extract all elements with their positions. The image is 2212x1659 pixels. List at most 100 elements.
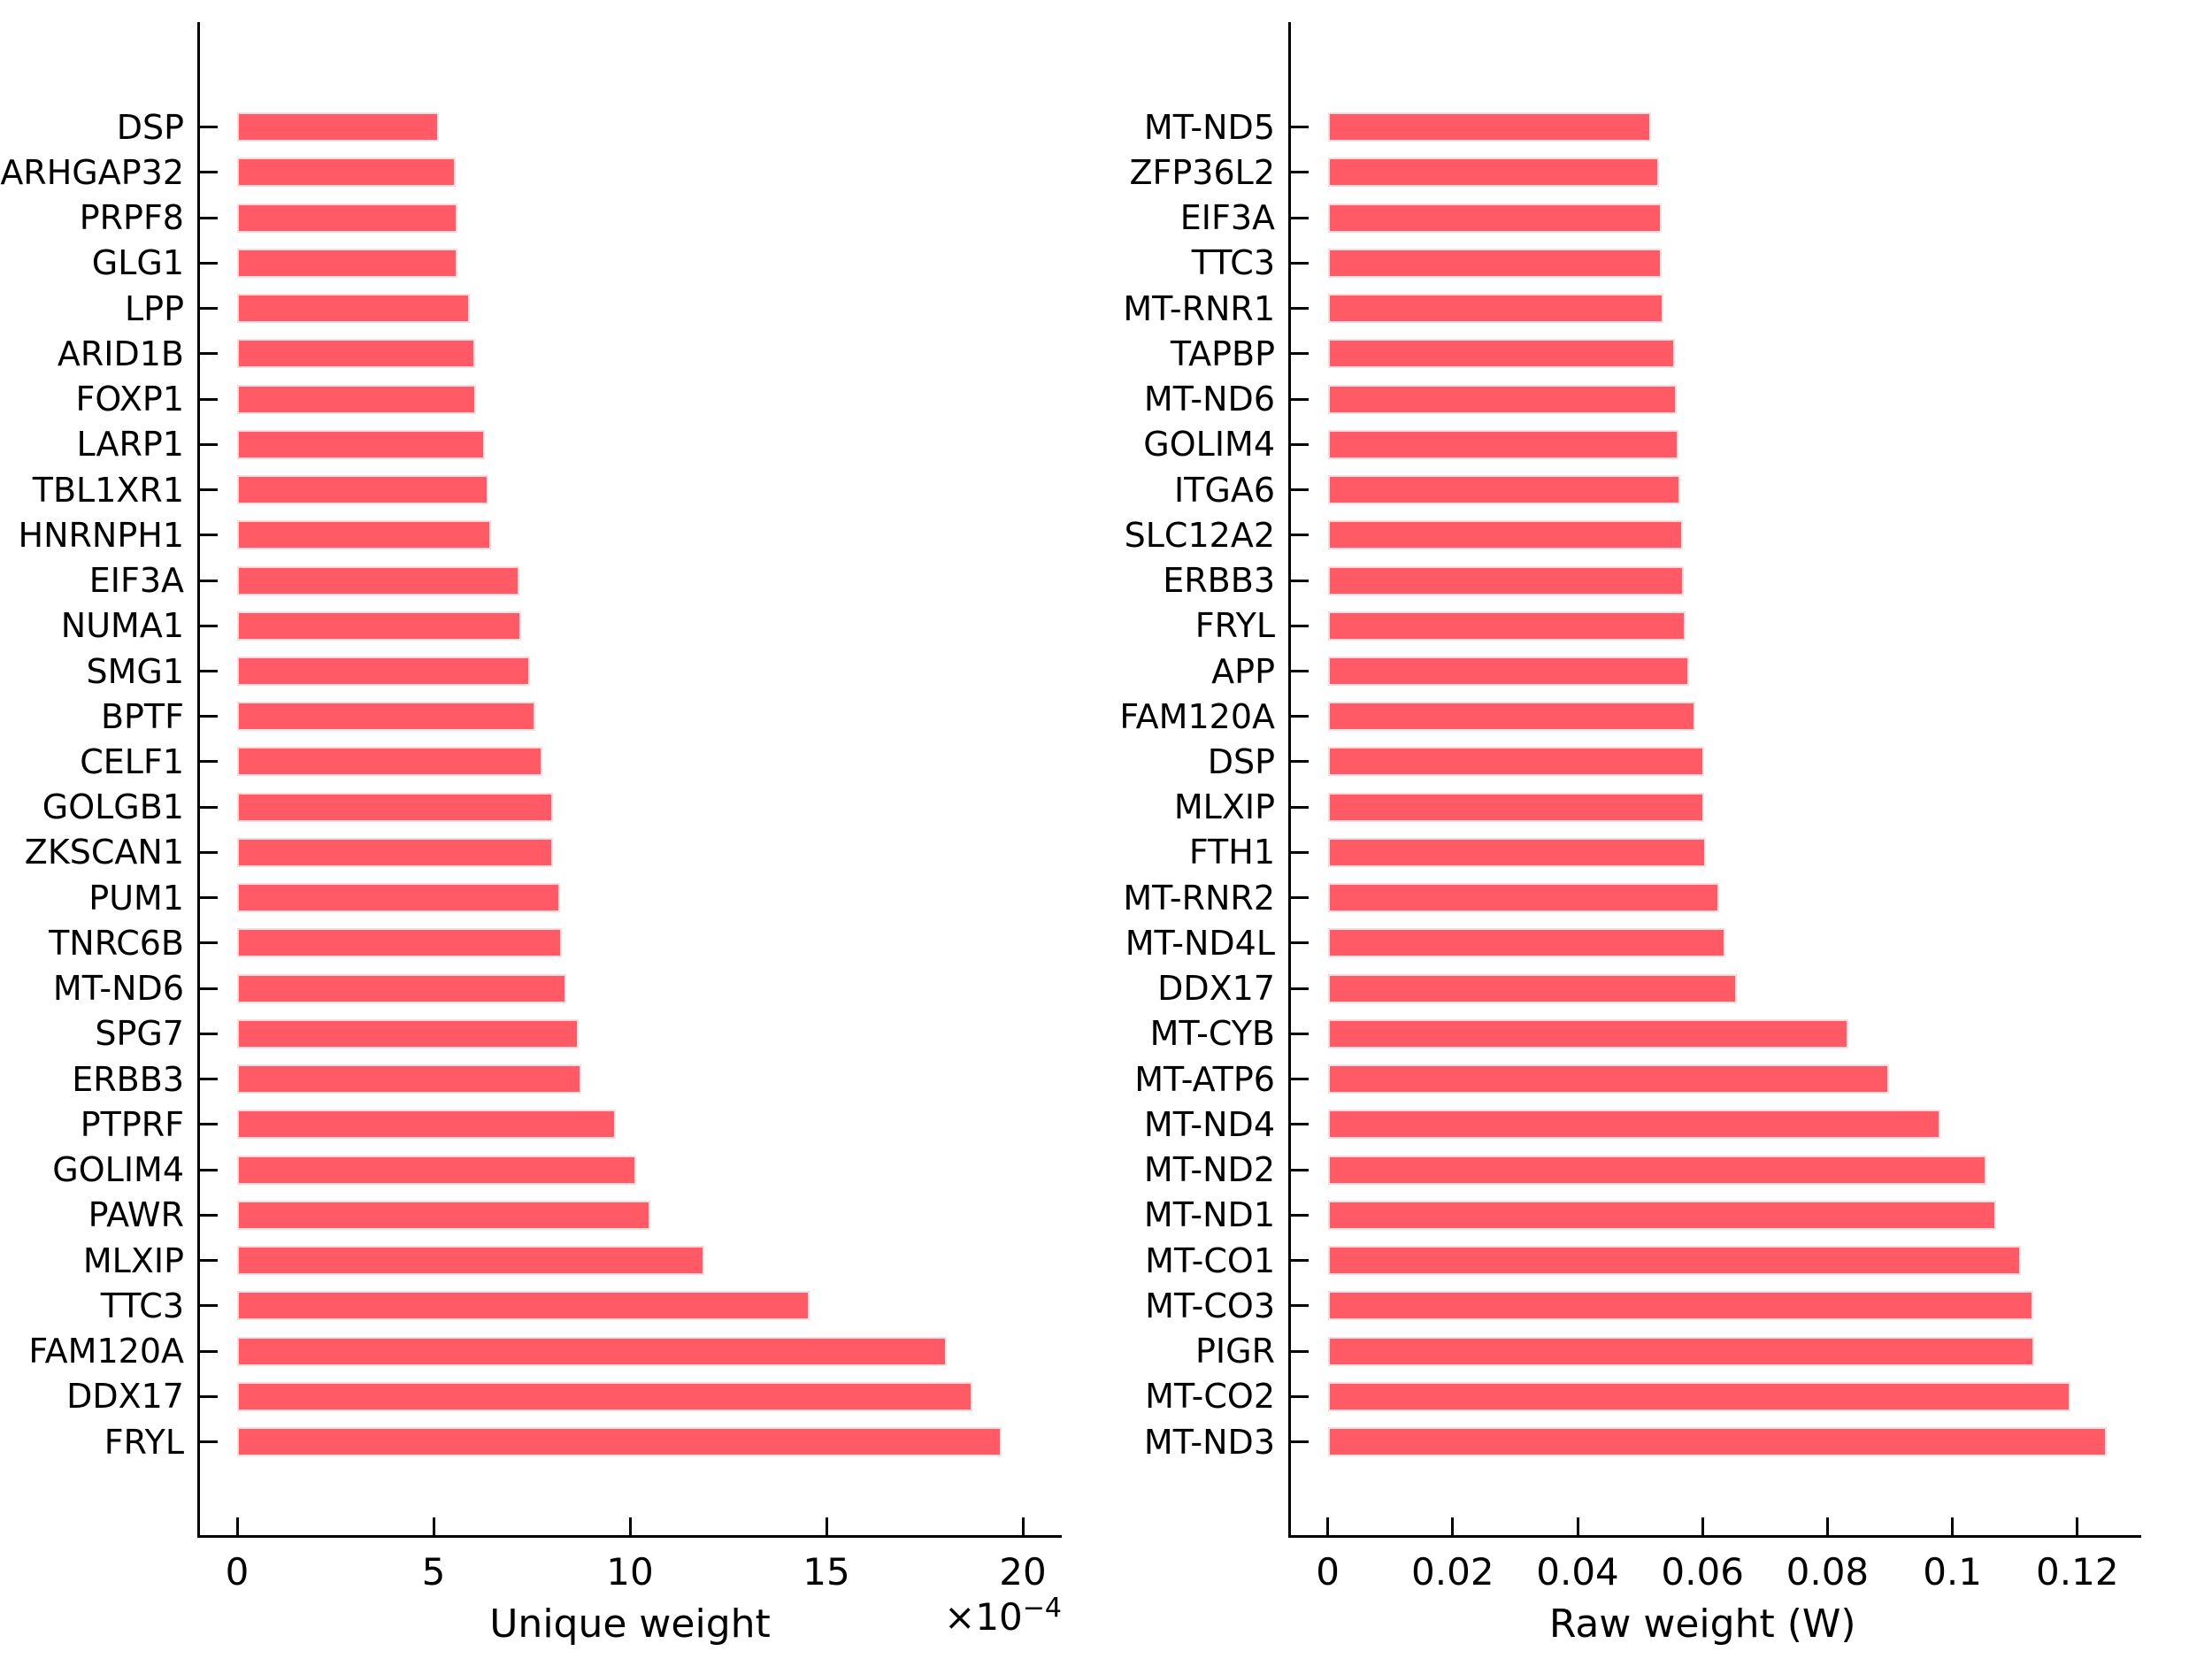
y-axis-label: MT-ND5 [1143,107,1275,147]
x-axis-tick [1451,1517,1455,1535]
bar [1327,792,1705,822]
y-axis-label: TBL1XR1 [32,470,184,510]
bar [1327,1427,2107,1456]
y-axis-tick [200,397,218,401]
bar [237,1427,1002,1456]
bar [1327,475,1681,505]
x-axis-tick-label: 0.04 [1536,1550,1619,1594]
bar [1327,1018,1849,1048]
bar [237,747,543,777]
x-axis-tick-label: 0.06 [1661,1550,1744,1594]
y-axis-label: MT-CO2 [1145,1377,1275,1417]
bar [1327,837,1706,867]
bar [237,294,471,324]
bar [1327,1291,2034,1321]
bar [237,837,554,867]
y-axis-tick [200,1078,218,1081]
bar [237,1064,582,1094]
bar [1327,1336,2035,1366]
bar [1327,339,1676,369]
y-axis-tick [1291,261,1309,265]
bar [237,565,520,595]
y-axis-tick [200,1394,218,1398]
y-axis-tick [1291,850,1309,854]
bar [1327,248,1663,278]
bar [237,928,563,958]
bar [1327,1064,1890,1094]
y-axis-label: FAM120A [1119,696,1275,736]
y-axis-label: FRYL [1194,606,1275,646]
x-axis-tick-label: 0.08 [1786,1550,1870,1594]
y-axis-spine [1288,22,1291,1538]
bar [237,702,535,732]
y-axis-tick [200,126,218,129]
bar [1327,1200,1996,1230]
x-axis-spine [197,1535,1062,1538]
y-axis-label: FRYL [104,1422,184,1462]
bar [1327,702,1695,732]
y-axis-tick [1291,805,1309,809]
y-axis-label: MLXIP [82,1240,184,1280]
y-axis-label: SMG1 [86,651,184,691]
y-axis-tick [1291,488,1309,492]
y-axis-tick [200,896,218,900]
y-axis-label: LPP [124,288,184,328]
y-axis-tick [200,1032,218,1035]
y-axis-label: PTPRF [80,1104,184,1144]
y-axis-tick [1291,1440,1309,1443]
y-axis-tick [1291,1349,1309,1353]
y-axis-label: MT-CO1 [1145,1240,1275,1280]
bar [237,248,458,278]
y-axis-tick [1291,352,1309,356]
bar [237,1291,810,1321]
y-axis-label: ITGA6 [1173,470,1275,510]
y-axis-tick [1291,442,1309,446]
y-axis-tick [200,1123,218,1126]
bar [237,157,456,188]
bar [237,1110,617,1140]
y-axis-label: CELF1 [80,741,184,781]
bar [237,1200,651,1230]
bar [237,1018,580,1048]
y-axis-tick [1291,126,1309,129]
bar [1327,294,1664,324]
y-axis-label: PIGR [1195,1332,1275,1371]
y-axis-spine [197,22,200,1538]
bar [237,657,531,687]
bar [1327,1381,2071,1411]
y-axis-tick [200,850,218,854]
y-axis-tick [1291,715,1309,718]
bar [1327,657,1689,687]
bar [1327,928,1726,958]
y-axis-tick [200,171,218,174]
bar [237,429,486,459]
y-axis-label: DSP [1207,741,1275,781]
y-axis-tick [200,624,218,627]
y-axis-tick [1291,760,1309,764]
y-axis-label: FAM120A [28,1332,184,1371]
x-axis-title: Unique weight [489,1601,771,1647]
y-axis-tick [200,1440,218,1443]
bar [1327,611,1686,641]
y-axis-label: GOLIM4 [1143,425,1275,465]
y-axis-label: TNRC6B [49,923,184,963]
offset-base: ×10 [944,1595,1023,1639]
bar [237,1246,705,1276]
bar [1327,883,1720,913]
x-axis-tick [1701,1517,1704,1535]
y-axis-tick [1291,534,1309,537]
y-axis-tick [1291,307,1309,311]
x-axis-tick-label: 0.12 [2036,1550,2119,1594]
y-axis-label: MT-ND3 [1143,1422,1275,1462]
bar [1327,112,1651,142]
y-axis-tick [200,805,218,809]
y-axis-tick [1291,624,1309,627]
y-axis-tick [1291,1032,1309,1035]
x-axis-tick [2076,1517,2079,1535]
y-axis-tick [200,1304,218,1308]
y-axis-tick [1291,1123,1309,1126]
bar [1327,565,1684,595]
y-axis-tick [1291,579,1309,582]
axis-offset-multiplier: ×10−4 [920,1593,1062,1639]
y-axis-tick [200,307,218,311]
